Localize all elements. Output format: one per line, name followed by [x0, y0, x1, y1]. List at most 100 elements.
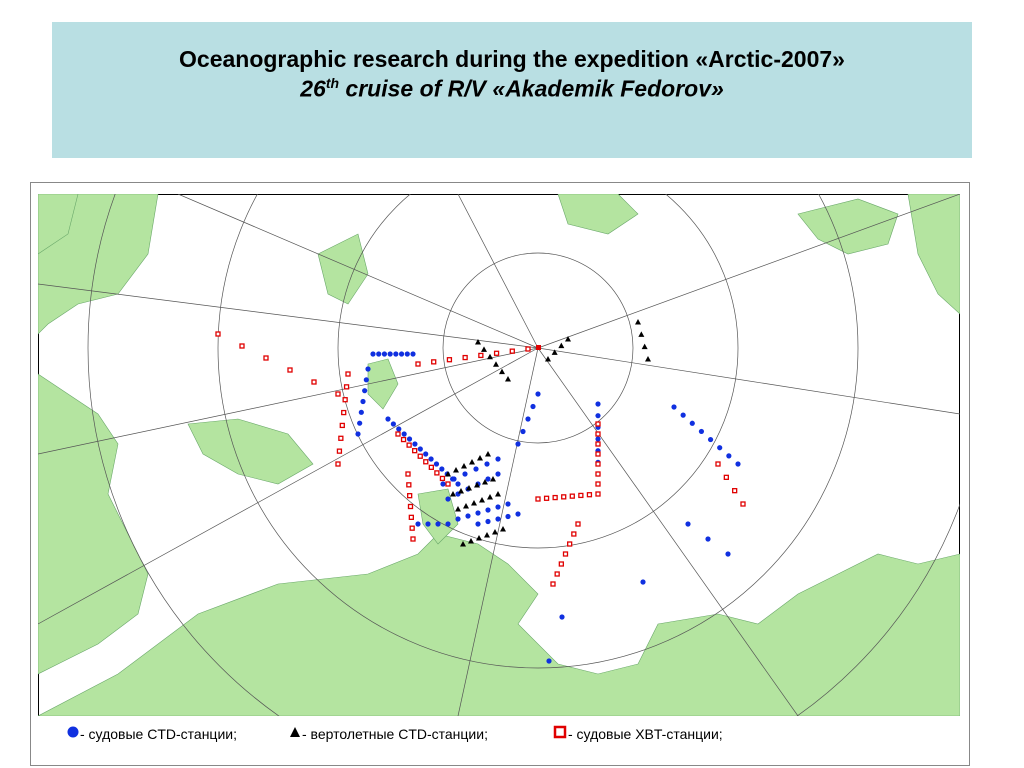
legend-ctd-ship-marker	[67, 726, 79, 738]
station	[341, 409, 347, 416]
station	[558, 561, 564, 567]
legend-label: - судовые XBT-станции;	[568, 726, 723, 742]
station	[595, 436, 601, 442]
station	[342, 397, 348, 403]
station	[463, 503, 469, 509]
station	[406, 436, 413, 442]
station	[595, 481, 601, 487]
station	[445, 471, 451, 477]
station	[451, 476, 457, 482]
station	[450, 491, 456, 497]
station	[445, 481, 451, 487]
station	[400, 436, 407, 443]
subtitle: 26th cruise of R/V «Akademik Fedorov»	[52, 75, 972, 103]
station	[571, 531, 577, 537]
station	[475, 521, 481, 527]
station	[370, 351, 376, 357]
station	[487, 494, 493, 500]
station	[554, 571, 560, 577]
station	[455, 506, 461, 512]
legend-label: - судовые CTD-станции;	[80, 726, 237, 742]
cruise-suffix: th	[325, 75, 340, 91]
station	[715, 461, 721, 467]
station	[545, 356, 551, 362]
station	[505, 513, 511, 520]
land	[38, 194, 960, 716]
station	[492, 529, 498, 535]
station	[484, 461, 490, 467]
station	[525, 416, 531, 422]
station	[505, 376, 511, 382]
station	[393, 351, 399, 357]
station	[487, 353, 493, 360]
station	[595, 413, 601, 419]
station	[439, 466, 445, 472]
station	[473, 466, 479, 472]
station	[462, 354, 468, 361]
station	[535, 391, 541, 397]
station	[698, 428, 705, 435]
station	[405, 471, 411, 477]
station	[735, 461, 741, 467]
station	[562, 551, 569, 557]
station	[335, 391, 341, 397]
station	[740, 501, 746, 507]
station	[595, 461, 601, 467]
station	[287, 367, 293, 373]
station	[381, 351, 388, 357]
station	[396, 426, 402, 432]
station	[446, 357, 453, 363]
station	[495, 456, 501, 462]
station	[311, 379, 317, 385]
station	[645, 356, 651, 362]
station	[433, 461, 440, 467]
station	[595, 451, 601, 457]
station	[474, 482, 480, 488]
station	[215, 331, 221, 337]
station	[466, 485, 472, 491]
station	[409, 525, 415, 531]
station	[479, 497, 485, 503]
station	[726, 453, 732, 459]
station	[638, 331, 645, 337]
station	[490, 476, 496, 482]
station	[357, 420, 363, 426]
station	[495, 504, 501, 510]
station	[685, 521, 691, 527]
graticule	[38, 194, 960, 716]
station	[559, 614, 565, 620]
station	[465, 513, 471, 519]
station	[425, 521, 431, 527]
station	[417, 453, 423, 459]
station	[339, 422, 345, 429]
station	[355, 431, 361, 437]
station	[493, 361, 499, 367]
station	[732, 488, 738, 494]
station	[515, 511, 521, 517]
station	[546, 658, 552, 664]
station	[439, 475, 446, 482]
title: Oceanographic research during the expedi…	[179, 46, 845, 72]
station	[406, 482, 412, 488]
station	[595, 491, 601, 497]
station	[462, 471, 468, 477]
station	[671, 404, 677, 410]
station	[407, 503, 414, 510]
station	[595, 421, 601, 427]
station	[475, 339, 481, 345]
station	[239, 343, 245, 349]
station	[387, 351, 393, 357]
station	[543, 495, 550, 501]
station	[385, 416, 391, 422]
station	[485, 518, 491, 525]
station	[536, 345, 541, 350]
station	[423, 459, 429, 465]
station	[481, 346, 487, 352]
station	[485, 476, 491, 482]
stations	[215, 319, 746, 664]
station	[530, 403, 536, 410]
station	[336, 448, 343, 454]
station	[445, 521, 451, 527]
station	[363, 377, 369, 383]
